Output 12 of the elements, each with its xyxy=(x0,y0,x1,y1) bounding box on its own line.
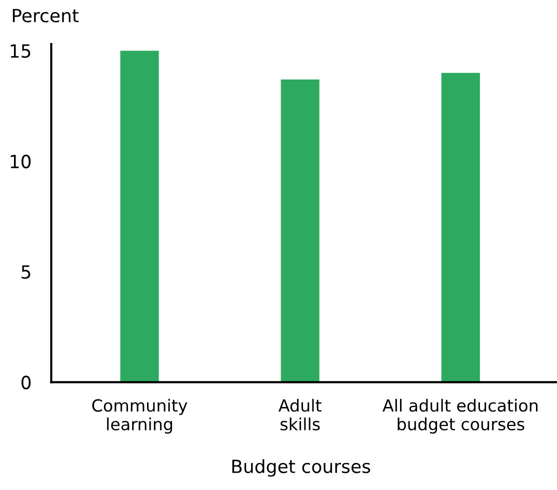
x-tick-label: All adult education budget courses xyxy=(382,398,538,434)
bar xyxy=(120,50,159,382)
x-axis-title: Budget courses xyxy=(232,459,370,477)
x-tick-label: Adult skills xyxy=(278,398,322,430)
y-tick-label: 0 xyxy=(22,376,31,390)
y-tick-label: 5 xyxy=(22,265,30,279)
y-tick-label: 10 xyxy=(10,154,31,168)
bar xyxy=(280,79,320,382)
x-tick-label: Community learning xyxy=(92,398,188,434)
bar xyxy=(441,72,480,382)
y-tick-label: 15 xyxy=(10,44,30,58)
y-axis-title: Percent xyxy=(12,8,79,22)
